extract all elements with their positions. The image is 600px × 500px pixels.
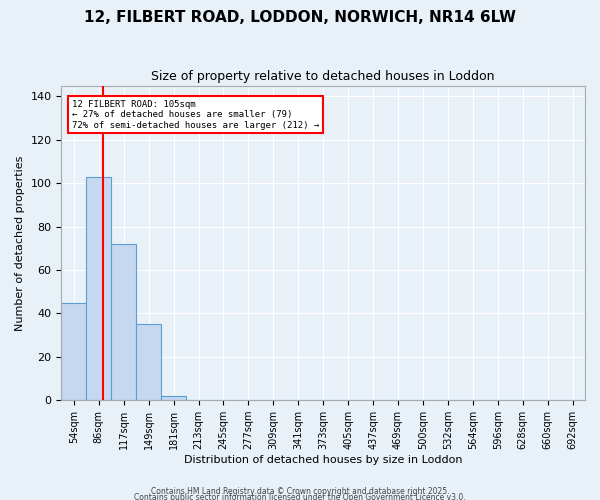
Y-axis label: Number of detached properties: Number of detached properties xyxy=(15,155,25,330)
Title: Size of property relative to detached houses in Loddon: Size of property relative to detached ho… xyxy=(151,70,495,83)
Text: 12, FILBERT ROAD, LODDON, NORWICH, NR14 6LW: 12, FILBERT ROAD, LODDON, NORWICH, NR14 … xyxy=(84,10,516,25)
Bar xyxy=(161,396,186,400)
Bar xyxy=(136,324,161,400)
Text: 12 FILBERT ROAD: 105sqm
← 27% of detached houses are smaller (79)
72% of semi-de: 12 FILBERT ROAD: 105sqm ← 27% of detache… xyxy=(72,100,319,130)
Text: Contains HM Land Registry data © Crown copyright and database right 2025.: Contains HM Land Registry data © Crown c… xyxy=(151,487,449,496)
Bar xyxy=(61,302,86,400)
Text: Contains public sector information licensed under the Open Government Licence v3: Contains public sector information licen… xyxy=(134,492,466,500)
X-axis label: Distribution of detached houses by size in Loddon: Distribution of detached houses by size … xyxy=(184,455,463,465)
Bar xyxy=(86,176,111,400)
Bar xyxy=(111,244,136,400)
